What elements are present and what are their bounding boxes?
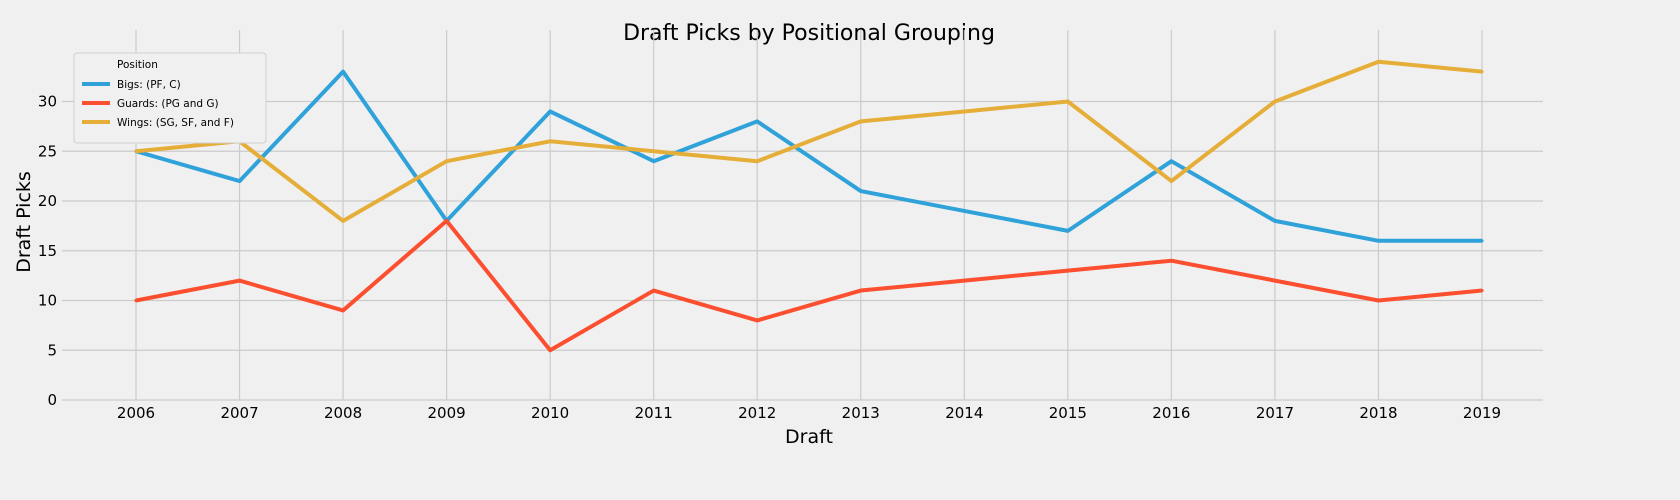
x-tick-label: 2017: [1256, 404, 1294, 422]
x-tick-label: 2010: [531, 404, 569, 422]
legend-entry: Guards: (PG and G): [117, 98, 219, 110]
data-point: [341, 70, 345, 74]
y-tick-label: 5: [47, 341, 57, 359]
data-point: [962, 209, 966, 213]
y-tick-label: 15: [38, 242, 57, 260]
data-point: [134, 298, 138, 303]
data-point: [1480, 288, 1484, 293]
x-tick-label: 2014: [945, 404, 983, 422]
series-line-1: [135, 69, 1482, 243]
y-tick-label: 25: [38, 142, 57, 160]
x-axis-label: Draft: [785, 426, 833, 448]
data-point: [652, 159, 656, 163]
legend-box: [73, 52, 267, 144]
y-tick-label: 20: [38, 192, 57, 210]
y-axis-label: Draft Picks: [13, 171, 35, 273]
data-point: [1169, 159, 1173, 163]
x-tick-label: 2019: [1463, 404, 1501, 422]
x-axis-ticks: 2006 2007 2008 2009 2010 2011 2012 2013 2014 2015…: [117, 404, 1501, 422]
chart-title: Draft Picks by Positional Grouping: [623, 21, 995, 46]
data-point: [1169, 179, 1173, 183]
x-tick-label: 2006: [117, 404, 155, 422]
data-point: [1376, 60, 1381, 64]
x-tick-label: 2007: [220, 404, 258, 422]
x-tick-label: 2012: [738, 404, 776, 422]
data-point: [134, 149, 138, 153]
y-tick-label: 0: [47, 391, 57, 409]
data-point: [755, 318, 759, 322]
legend: Position Bigs: (PF, C) Guards: (PG and G)…: [73, 52, 267, 144]
series-line-3: [135, 59, 1483, 223]
legend-entry: Wings: (SG, SF, and F): [117, 117, 234, 129]
data-point: [237, 279, 242, 283]
x-tick-label: 2016: [1152, 404, 1190, 422]
data-point: [1273, 219, 1277, 223]
data-point: [652, 288, 656, 293]
data-point: [1273, 99, 1277, 104]
data-point: [962, 279, 966, 283]
data-point: [1169, 259, 1173, 263]
data-point: [1066, 269, 1070, 273]
x-tick-label: 2011: [635, 404, 673, 422]
data-point: [1480, 70, 1484, 74]
series-line-2: [135, 218, 1483, 353]
y-axis-ticks: 0 5 10 15 20 25 30: [38, 93, 57, 410]
data-point: [341, 308, 345, 313]
data-point: [1376, 298, 1381, 303]
data-point: [1066, 229, 1070, 233]
data-point: [445, 219, 449, 223]
data-point: [859, 189, 863, 193]
y-tick-label: 10: [38, 292, 57, 310]
data-point: [1273, 279, 1277, 283]
data-point: [237, 179, 242, 183]
data-point: [755, 159, 759, 163]
x-tick-label: 2013: [842, 404, 880, 422]
data-point: [341, 219, 345, 223]
legend-title: Position: [117, 59, 158, 71]
x-tick-label: 2008: [324, 404, 362, 422]
data-point: [548, 109, 552, 114]
data-point: [445, 159, 449, 163]
series-lines: [134, 59, 1484, 353]
data-point: [1066, 99, 1070, 104]
data-point: [1480, 239, 1484, 243]
data-point: [859, 119, 863, 123]
x-tick-label: 2009: [428, 404, 466, 422]
data-point: [755, 119, 759, 123]
data-point: [548, 139, 552, 143]
data-point: [548, 348, 552, 352]
data-point: [652, 149, 656, 153]
y-tick-label: 30: [38, 93, 57, 111]
legend-entry: Bigs: (PF, C): [117, 79, 181, 91]
data-point: [962, 109, 966, 114]
x-tick-label: 2015: [1049, 404, 1087, 422]
data-point: [1376, 239, 1381, 243]
data-point: [859, 288, 863, 293]
x-tick-label: 2018: [1359, 404, 1397, 422]
